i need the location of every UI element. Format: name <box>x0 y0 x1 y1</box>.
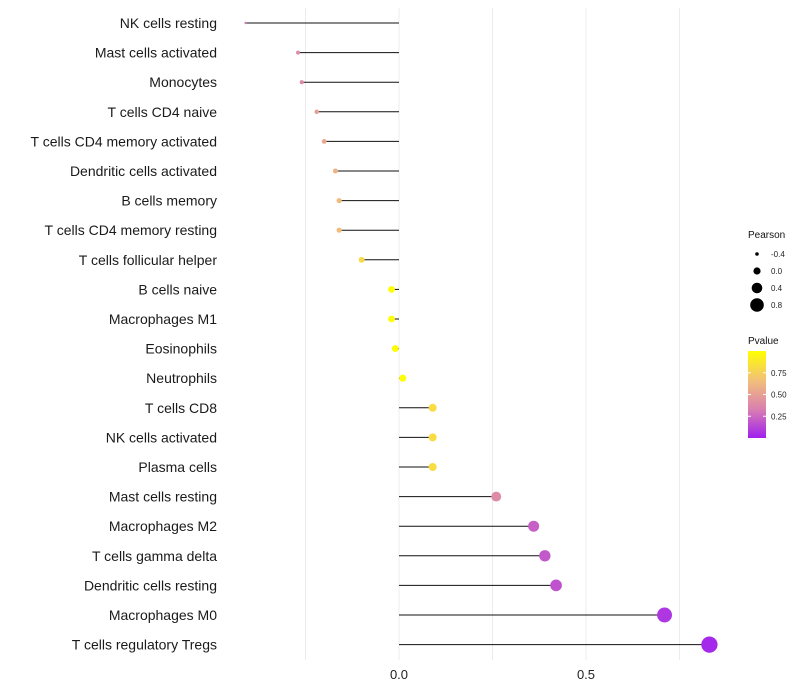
color-legend-label: 0.50 <box>771 391 787 400</box>
lollipop-point <box>244 21 247 25</box>
category-label: NK cells activated <box>106 429 217 445</box>
color-legend-title: Pvalue <box>748 336 779 347</box>
size-legend-label: 0.0 <box>771 267 783 276</box>
grid-lines <box>305 8 680 660</box>
category-label: NK cells resting <box>120 15 217 31</box>
lollipop-point <box>314 109 319 115</box>
lollipop-point <box>336 198 342 204</box>
size-legend-dot <box>751 282 763 294</box>
category-label: Monocytes <box>149 74 217 90</box>
category-label: Eosinophils <box>145 341 217 357</box>
x-axis-ticks: 0.0 0.5 <box>390 667 595 682</box>
lollipop-point <box>299 80 304 85</box>
x-tick-label: 0.0 <box>390 667 408 682</box>
lollipop-point <box>391 345 399 353</box>
lollipop-point <box>388 315 395 323</box>
lollipop-points <box>244 21 718 653</box>
lollipop-point <box>428 403 437 412</box>
lollipop-point <box>321 139 327 144</box>
category-label: B cells memory <box>121 193 217 209</box>
lollipop-point <box>657 607 673 623</box>
lollipop-point <box>336 227 342 233</box>
category-label: T cells follicular helper <box>79 252 218 268</box>
size-legend-dot <box>750 298 764 312</box>
category-label: Dendritic cells resting <box>84 577 217 593</box>
color-legend-label: 0.75 <box>771 369 787 378</box>
color-legend-label: 0.25 <box>771 412 787 421</box>
lollipop-point <box>296 50 301 55</box>
lollipop-point <box>491 491 502 502</box>
size-legend-label: 0.4 <box>771 284 783 293</box>
lollipop-point <box>332 168 338 174</box>
lollipop-point <box>550 579 562 592</box>
category-label: T cells CD4 naive <box>108 104 218 120</box>
size-legend-title: Pearson <box>748 230 785 241</box>
lollipop-point <box>358 256 365 263</box>
lollipop-point <box>701 636 718 653</box>
category-label: Plasma cells <box>138 459 217 475</box>
lollipop-point <box>399 374 407 382</box>
size-legend-dot <box>753 267 761 275</box>
category-label: Neutrophils <box>146 370 217 386</box>
category-label: T cells gamma delta <box>92 548 217 564</box>
lollipop-stems <box>245 22 710 646</box>
size-legend-label: -0.4 <box>771 250 785 259</box>
category-label: Mast cells resting <box>109 489 217 505</box>
category-label: Mast cells activated <box>95 45 217 61</box>
lollipop-point <box>528 520 540 532</box>
category-label: Macrophages M1 <box>109 311 217 327</box>
category-label: Macrophages M2 <box>109 518 217 534</box>
category-label: T cells CD8 <box>145 400 217 416</box>
category-label: T cells CD4 memory activated <box>31 133 217 149</box>
size-legend-label: 0.8 <box>771 301 783 310</box>
color-legend-gradient-bar <box>748 351 766 438</box>
lollipop-point <box>388 286 395 293</box>
category-label: T cells CD4 memory resting <box>45 222 217 238</box>
size-legend: Pearson -0.4 0.0 0.4 0.8 <box>748 230 785 312</box>
lollipop-point <box>428 433 437 442</box>
size-legend-dot <box>755 252 759 256</box>
category-label: T cells regulatory Tregs <box>72 637 217 653</box>
color-legend: Pvalue 0.25 0.50 0.75 <box>748 336 787 438</box>
x-tick-label: 0.5 <box>577 667 595 682</box>
category-label: Macrophages M0 <box>109 607 217 623</box>
lollipop-point <box>428 463 437 471</box>
lollipop-point <box>539 550 551 562</box>
category-label: Dendritic cells activated <box>70 163 217 179</box>
y-axis-labels: NK cells resting Mast cells activated Mono… <box>31 15 218 653</box>
category-label: B cells naive <box>138 281 217 297</box>
